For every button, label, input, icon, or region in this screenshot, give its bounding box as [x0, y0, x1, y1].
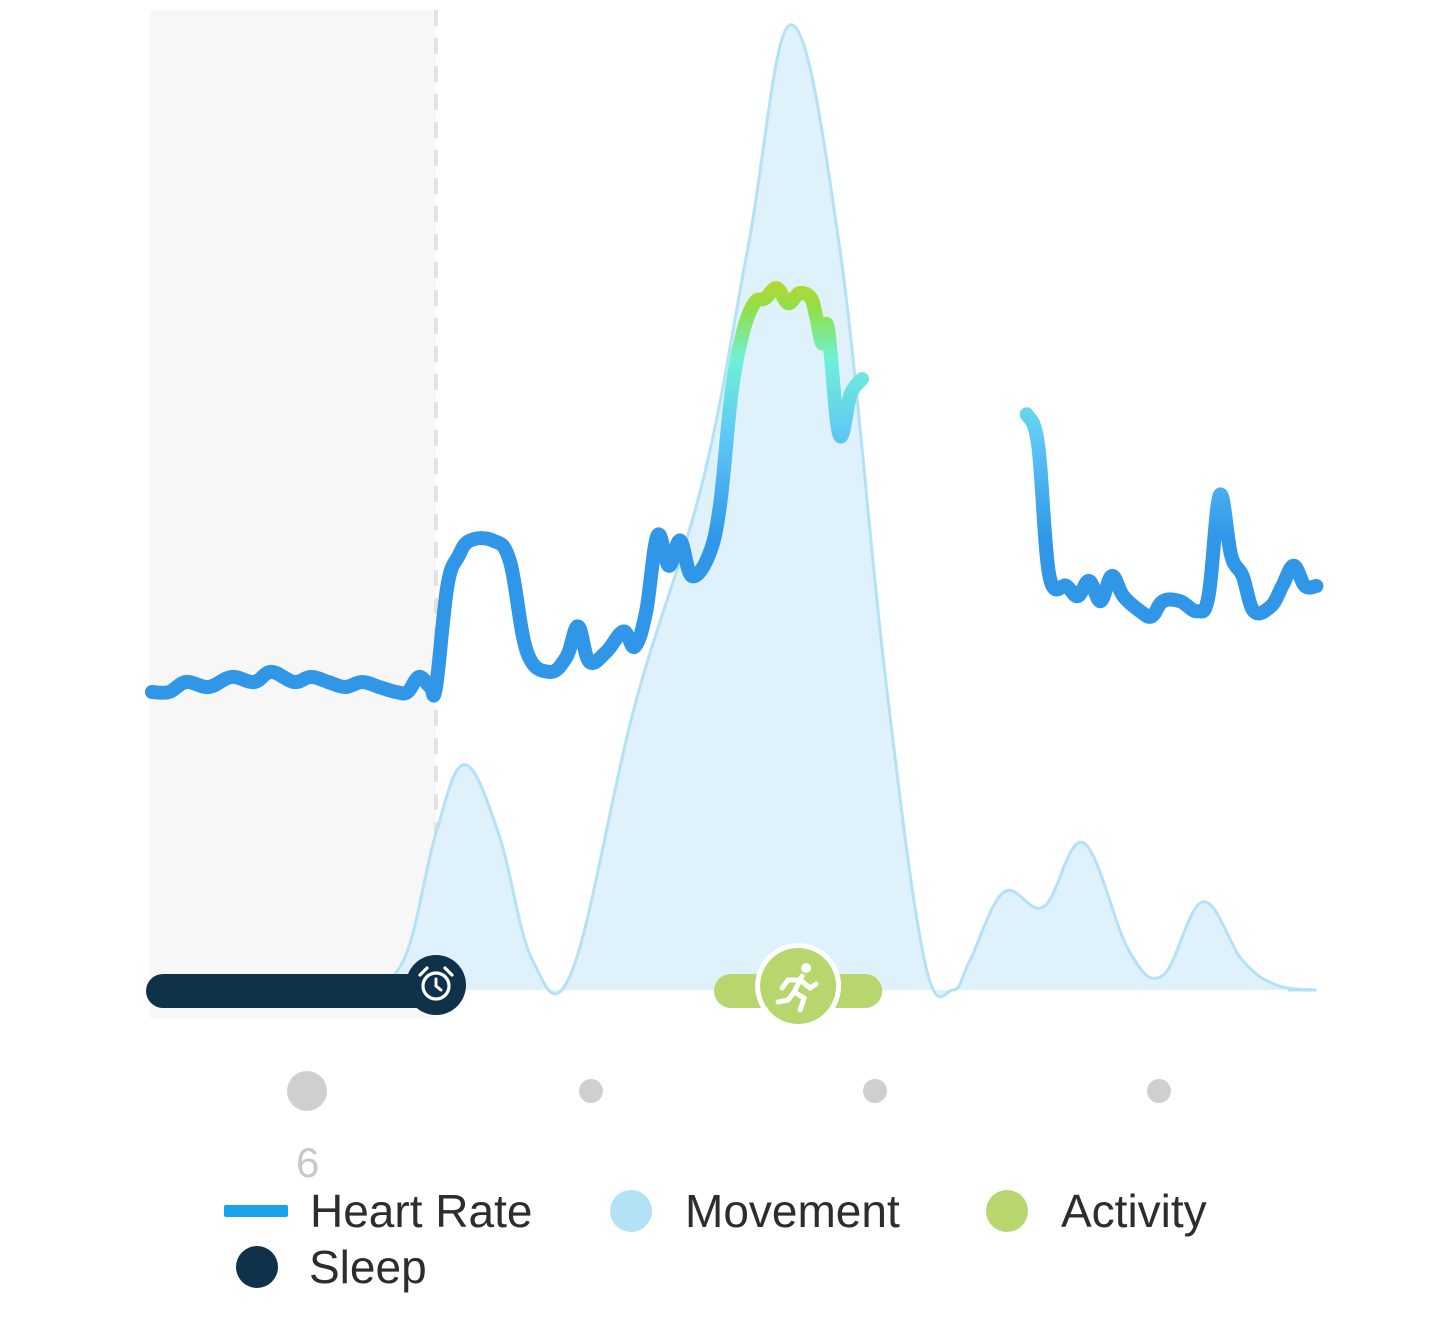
alarm-clock-bells [418, 966, 454, 977]
alarm-clock-icon [406, 955, 466, 1015]
time-tick-label: 6 [296, 1139, 320, 1186]
sleep-bar [146, 974, 440, 1008]
alarm-clock-hands [434, 977, 443, 992]
sleep-period-background [150, 10, 436, 1018]
timeline-tick-dot [1147, 1079, 1171, 1103]
timeline-tick-dot [863, 1079, 887, 1103]
movement-area [379, 24, 1317, 997]
timeline-tick-dot [287, 1071, 327, 1111]
runner-body [775, 973, 819, 1013]
heart-rate-line [145, 281, 869, 703]
runner-head [801, 963, 812, 973]
running-person-icon [755, 943, 842, 1029]
alarm-clock-face [421, 971, 451, 1001]
movement-outline [377, 23, 1317, 999]
heart-rate-line [1019, 407, 1324, 624]
timeline-tick-dot [579, 1079, 603, 1103]
